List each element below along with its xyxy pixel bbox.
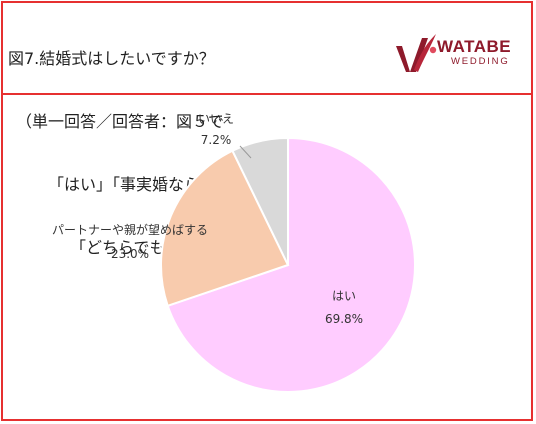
pie-slice-if-partner-or-parents-wish	[160, 149, 290, 308]
logo-main-text: WATABE	[437, 37, 512, 56]
title-line-1: 図7.結婚式はしたいですか？	[8, 49, 215, 68]
slice-value-if-partner-or-parents-wish: 23.0%	[111, 247, 149, 261]
pie-labels: はい 69.8% パートナーや親が望めばする 23.0% いいえ 7.2%	[52, 112, 363, 326]
slice-label-yes: はい	[332, 289, 356, 303]
slice-value-no: 7.2%	[201, 133, 232, 147]
slice-label-if-partner-or-parents-wish: パートナーや親が望めばする	[52, 222, 208, 237]
header-divider	[1, 93, 533, 95]
watabe-logo-mark-icon	[396, 34, 437, 72]
leader-line-no	[239, 145, 252, 159]
logo-sub-text: WEDDING	[451, 56, 510, 67]
pie-chart: はい 69.8% パートナーや親が望めばする 23.0% いいえ 7.2%	[52, 112, 416, 393]
pie-slice-no	[231, 136, 289, 266]
watabe-logo: WATABE WEDDING	[437, 38, 511, 68]
slice-value-yes: 69.8%	[325, 312, 363, 326]
pie-slice-yes	[166, 136, 416, 393]
slice-label-no: いいえ	[198, 112, 234, 126]
title-line-2: （単一回答／回答者：図５で	[16, 112, 225, 131]
pie-slices	[160, 136, 416, 393]
pie-leader-lines	[239, 145, 252, 159]
